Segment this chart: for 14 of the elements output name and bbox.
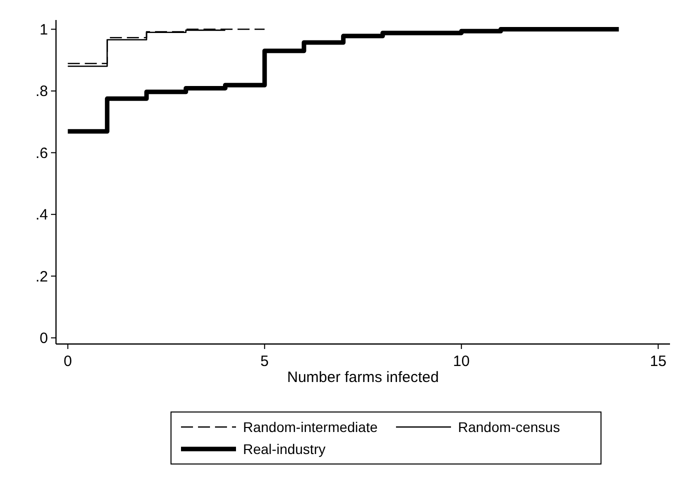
y-tick-label: .8	[35, 83, 48, 100]
legend-label: Real-industry	[243, 440, 326, 457]
y-tick-label: 1	[40, 22, 48, 39]
y-tick-label: 0	[40, 330, 48, 348]
y-tick-label: .6	[35, 144, 48, 162]
x-tick-label: 0	[64, 353, 72, 370]
legend-label: Random-intermediate	[243, 418, 378, 435]
x-tick-label: 15	[650, 353, 667, 370]
x-tick-label: 5	[260, 353, 269, 370]
y-tick-label: .4	[35, 206, 48, 224]
x-tick-label: 10	[453, 353, 470, 370]
x-axis-title: Number farms infected	[287, 369, 439, 386]
y-tick-label: .2	[35, 268, 48, 286]
legend-label: Random-census	[458, 418, 560, 435]
